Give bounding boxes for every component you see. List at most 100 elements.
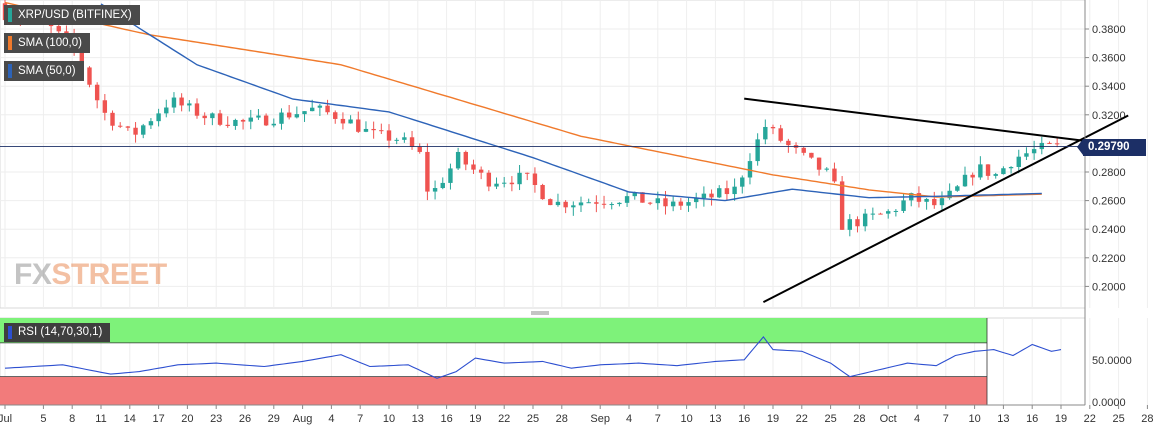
candle-body bbox=[632, 192, 637, 197]
candle bbox=[870, 207, 876, 220]
x-tick-label: 10 bbox=[383, 413, 395, 425]
x-tick-label: Sep bbox=[590, 413, 610, 425]
trendline-upper bbox=[744, 97, 1129, 148]
candle-body bbox=[317, 105, 323, 108]
candle-body bbox=[955, 186, 960, 191]
candle bbox=[1001, 166, 1006, 175]
candle bbox=[333, 110, 338, 124]
candle bbox=[463, 150, 468, 171]
candle-body bbox=[471, 164, 476, 170]
x-tick-label: 19 bbox=[469, 413, 481, 425]
candle-body bbox=[286, 112, 292, 118]
candle-body bbox=[862, 213, 868, 227]
legend-sma50[interactable]: SMA (50,0) bbox=[4, 61, 84, 81]
candle-body bbox=[709, 193, 714, 198]
candle-body bbox=[271, 123, 276, 126]
legend-sma50-label: SMA (50,0) bbox=[18, 65, 76, 77]
candle bbox=[325, 99, 330, 115]
candle-body bbox=[371, 128, 376, 131]
candle-body bbox=[855, 219, 860, 227]
x-tick-label: 7 bbox=[357, 413, 363, 425]
candle bbox=[816, 157, 822, 176]
rsi-tick-label: 50.0000 bbox=[1092, 355, 1132, 367]
candle bbox=[317, 104, 323, 117]
x-tick-label: Aug bbox=[293, 413, 313, 425]
candle bbox=[263, 113, 269, 127]
candle-body bbox=[686, 202, 691, 206]
current-price-badge: 0.29790 bbox=[1077, 139, 1146, 156]
candle-body bbox=[555, 201, 561, 206]
candle-body bbox=[502, 182, 507, 184]
candle bbox=[886, 209, 891, 219]
candle bbox=[502, 177, 507, 188]
candle-body bbox=[509, 182, 515, 185]
candle bbox=[179, 93, 184, 112]
legend-symbol[interactable]: XRP/USD (BITFINEX) bbox=[4, 5, 140, 25]
candle bbox=[348, 115, 353, 124]
candle-body bbox=[1008, 166, 1014, 169]
candle bbox=[647, 201, 653, 206]
y-tick-label: 0.2000 bbox=[1092, 281, 1126, 293]
candle bbox=[240, 118, 246, 130]
y-tick-label: 0.2600 bbox=[1092, 196, 1126, 208]
y-tick-label: 0.3800 bbox=[1092, 24, 1126, 36]
candle bbox=[356, 111, 361, 133]
current-price-label: 0.29790 bbox=[1088, 141, 1130, 153]
candle bbox=[94, 82, 100, 109]
candle bbox=[133, 122, 138, 143]
candle bbox=[1047, 141, 1052, 144]
candle bbox=[164, 99, 169, 118]
candle bbox=[302, 111, 307, 122]
candle-body bbox=[678, 201, 684, 206]
candle bbox=[594, 195, 599, 213]
candle bbox=[809, 152, 814, 159]
rsi-oversold-zone bbox=[0, 376, 987, 405]
legend-sma100[interactable]: SMA (100,0) bbox=[4, 33, 90, 53]
x-tick-label: 7 bbox=[655, 413, 661, 425]
candle-body bbox=[87, 67, 92, 85]
candle-body bbox=[455, 151, 461, 169]
candle-body bbox=[1047, 142, 1052, 144]
candle bbox=[763, 119, 768, 145]
candle-body bbox=[647, 202, 653, 204]
candle-body bbox=[141, 125, 146, 135]
candle-body bbox=[694, 198, 699, 203]
candle-body bbox=[425, 151, 430, 192]
candle-body bbox=[747, 161, 753, 178]
x-tick-label: 22 bbox=[498, 413, 510, 425]
candle-body bbox=[893, 210, 899, 212]
candle-body bbox=[56, 26, 61, 32]
candle bbox=[678, 198, 684, 210]
candle-body bbox=[333, 112, 338, 119]
candle bbox=[1016, 149, 1021, 174]
candle bbox=[486, 170, 492, 192]
x-tick-label: 14 bbox=[124, 413, 136, 425]
candle bbox=[740, 175, 745, 194]
x-tick-label: 22 bbox=[796, 413, 808, 425]
candle bbox=[686, 197, 691, 212]
candle bbox=[578, 196, 584, 212]
candle bbox=[747, 153, 753, 185]
candle bbox=[624, 191, 630, 207]
x-tick-label: 28 bbox=[556, 413, 568, 425]
candle bbox=[955, 185, 960, 192]
x-tick-label: 26 bbox=[239, 413, 251, 425]
candle bbox=[548, 198, 553, 206]
candle-body bbox=[663, 198, 668, 207]
candle-body bbox=[724, 188, 730, 195]
candle-body bbox=[409, 137, 415, 147]
candle-body bbox=[701, 193, 707, 199]
candle bbox=[778, 124, 783, 143]
candle bbox=[709, 189, 714, 206]
x-tick-label: 13 bbox=[412, 413, 424, 425]
candle bbox=[1024, 147, 1029, 161]
legend-rsi[interactable]: RSI (14,70,30,1) bbox=[4, 323, 111, 342]
candle-body bbox=[901, 200, 906, 211]
candle bbox=[839, 176, 845, 230]
sma50-swatch bbox=[8, 64, 12, 78]
x-tick-label: 25 bbox=[1112, 413, 1124, 425]
candle bbox=[148, 118, 154, 129]
candle bbox=[586, 198, 591, 204]
x-tick-label: 25 bbox=[824, 413, 836, 425]
